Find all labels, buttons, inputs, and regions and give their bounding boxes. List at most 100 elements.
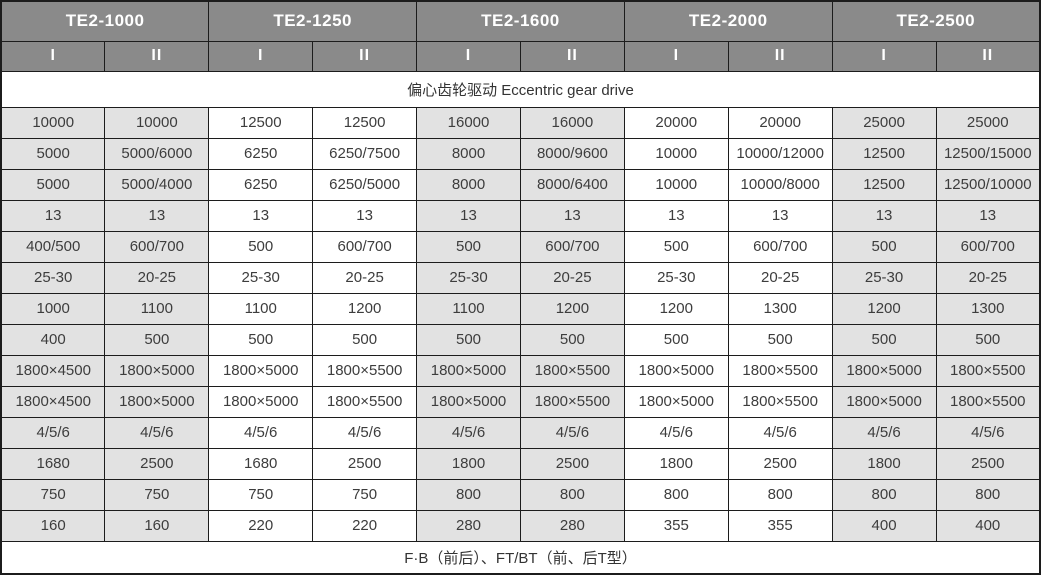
spec-cell: 13 — [623, 199, 729, 232]
spec-cell: 20000 — [623, 106, 729, 139]
spec-cell: 8000/6400 — [519, 168, 625, 201]
spec-cell: 1100 — [416, 292, 521, 325]
spec-cell: 10000 — [104, 106, 210, 139]
spec-cell: 13 — [0, 199, 106, 232]
spec-cell: 600/700 — [104, 230, 210, 263]
table-row: 1800×4500 1800×5000 1800×5000 1800×5500 1800… — [0, 385, 1041, 418]
spec-cell: 25-30 — [416, 261, 521, 294]
spec-cell: 13 — [831, 199, 937, 232]
spec-cell: 1800×4500 — [0, 385, 106, 418]
spec-cell: 1800×5000 — [104, 385, 210, 418]
spec-cell: 2500 — [104, 447, 210, 480]
table-header: TE2-1000 TE2-1250 TE2-1600 TE2-2000 TE2-2500… — [0, 0, 1041, 72]
spec-cell: 500 — [519, 323, 625, 356]
spec-cell: 12500 — [208, 106, 314, 139]
table-row: 13 13 13 13 13 13 13 13 13 13 — [0, 199, 1041, 232]
spec-cell: 500 — [623, 323, 729, 356]
spec-cell: 1800×5500 — [312, 354, 418, 387]
table-row: 400/500 600/700 500 600/700 500 600/700 500 600… — [0, 230, 1041, 263]
table-row: 25-30 20-25 25-30 20-25 25-30 20-25 25-30 20-25… — [0, 261, 1041, 294]
spec-cell: 1800×5500 — [519, 385, 625, 418]
spec-cell: 355 — [727, 509, 833, 542]
table-footer: F·B（前后）、FT/BT（前、后T型） — [0, 540, 1041, 575]
spec-cell: 800 — [416, 478, 521, 511]
spec-cell: 1800×5000 — [623, 385, 729, 418]
spec-cell: 500 — [416, 230, 521, 263]
table-row: 1800×4500 1800×5000 1800×5000 1800×5500 1800… — [0, 354, 1041, 387]
variant-header-cell: II — [727, 40, 833, 72]
spec-cell: 750 — [104, 478, 210, 511]
spec-cell: 20-25 — [727, 261, 833, 294]
drive-row: 偏心齿轮驱动 Eccentric gear drive — [0, 70, 1041, 108]
spec-cell: 220 — [312, 509, 418, 542]
spec-cell: 25000 — [831, 106, 937, 139]
spec-cell: 1680 — [0, 447, 106, 480]
spec-cell: 10000/12000 — [727, 137, 833, 170]
spec-cell: 5000/6000 — [104, 137, 210, 170]
spec-cell: 400 — [0, 323, 106, 356]
model-header-cell: TE2-1250 — [208, 0, 418, 42]
spec-cell: 1800×5000 — [831, 354, 937, 387]
variant-header-cell: II — [935, 40, 1041, 72]
spec-cell: 1200 — [312, 292, 418, 325]
spec-cell: 8000 — [416, 168, 521, 201]
spec-cell: 1800×5000 — [623, 354, 729, 387]
spec-cell: 800 — [935, 478, 1041, 511]
model-header-cell: TE2-1000 — [0, 0, 210, 42]
model-header-cell: TE2-1600 — [416, 0, 625, 42]
spec-cell: 4/5/6 — [104, 416, 210, 449]
spec-cell: 500 — [831, 323, 937, 356]
spec-cell: 25-30 — [623, 261, 729, 294]
spec-cell: 25-30 — [0, 261, 106, 294]
spec-cell: 2500 — [727, 447, 833, 480]
spec-cell: 600/700 — [935, 230, 1041, 263]
spec-cell: 1800 — [416, 447, 521, 480]
spec-cell: 1800×5500 — [935, 385, 1041, 418]
spec-cell: 160 — [104, 509, 210, 542]
spec-cell: 6250 — [208, 137, 314, 170]
spec-cell: 6250 — [208, 168, 314, 201]
spec-cell: 4/5/6 — [831, 416, 937, 449]
variant-header-cell: I — [0, 40, 106, 72]
variant-header-cell: II — [104, 40, 210, 72]
spec-cell: 800 — [831, 478, 937, 511]
model-header-cell: TE2-2500 — [831, 0, 1041, 42]
spec-cell: 10000/8000 — [727, 168, 833, 201]
table-row: 400 500 500 500 500 500 500 500 500 500 — [0, 323, 1041, 356]
spec-cell: 12500 — [312, 106, 418, 139]
spec-cell: 2500 — [312, 447, 418, 480]
spec-cell: 1800×5000 — [208, 354, 314, 387]
table-row: 5000 5000/6000 6250 6250/7500 8000 8000/9600 1… — [0, 137, 1041, 170]
spec-cell: 10000 — [623, 168, 729, 201]
spec-cell: 12500/10000 — [935, 168, 1041, 201]
spec-cell: 4/5/6 — [935, 416, 1041, 449]
spec-cell: 1680 — [208, 447, 314, 480]
spec-cell: 16000 — [416, 106, 521, 139]
spec-cell: 5000 — [0, 168, 106, 201]
footer-row: F·B（前后）、FT/BT（前、后T型） — [0, 540, 1041, 575]
variant-header-cell: II — [312, 40, 418, 72]
spec-cell: 1300 — [935, 292, 1041, 325]
spec-cell: 12500 — [831, 168, 937, 201]
spec-cell: 800 — [623, 478, 729, 511]
spec-cell: 13 — [312, 199, 418, 232]
spec-cell: 500 — [104, 323, 210, 356]
spec-cell: 1800 — [623, 447, 729, 480]
spec-cell: 400 — [935, 509, 1041, 542]
spec-cell: 10000 — [623, 137, 729, 170]
spec-cell: 4/5/6 — [312, 416, 418, 449]
spec-cell: 2500 — [935, 447, 1041, 480]
spec-cell: 16000 — [519, 106, 625, 139]
spec-cell: 25-30 — [208, 261, 314, 294]
spec-cell: 20000 — [727, 106, 833, 139]
spec-cell: 1800×5500 — [727, 354, 833, 387]
model-header-cell: TE2-2000 — [623, 0, 833, 42]
spec-cell: 800 — [519, 478, 625, 511]
spec-cell: 500 — [831, 230, 937, 263]
spec-cell: 1200 — [519, 292, 625, 325]
spec-cell: 4/5/6 — [0, 416, 106, 449]
spec-cell: 6250/7500 — [312, 137, 418, 170]
spec-cell: 1200 — [831, 292, 937, 325]
table-row: 160 160 220 220 280 280 355 355 400 400 — [0, 509, 1041, 542]
spec-cell: 1800 — [831, 447, 937, 480]
